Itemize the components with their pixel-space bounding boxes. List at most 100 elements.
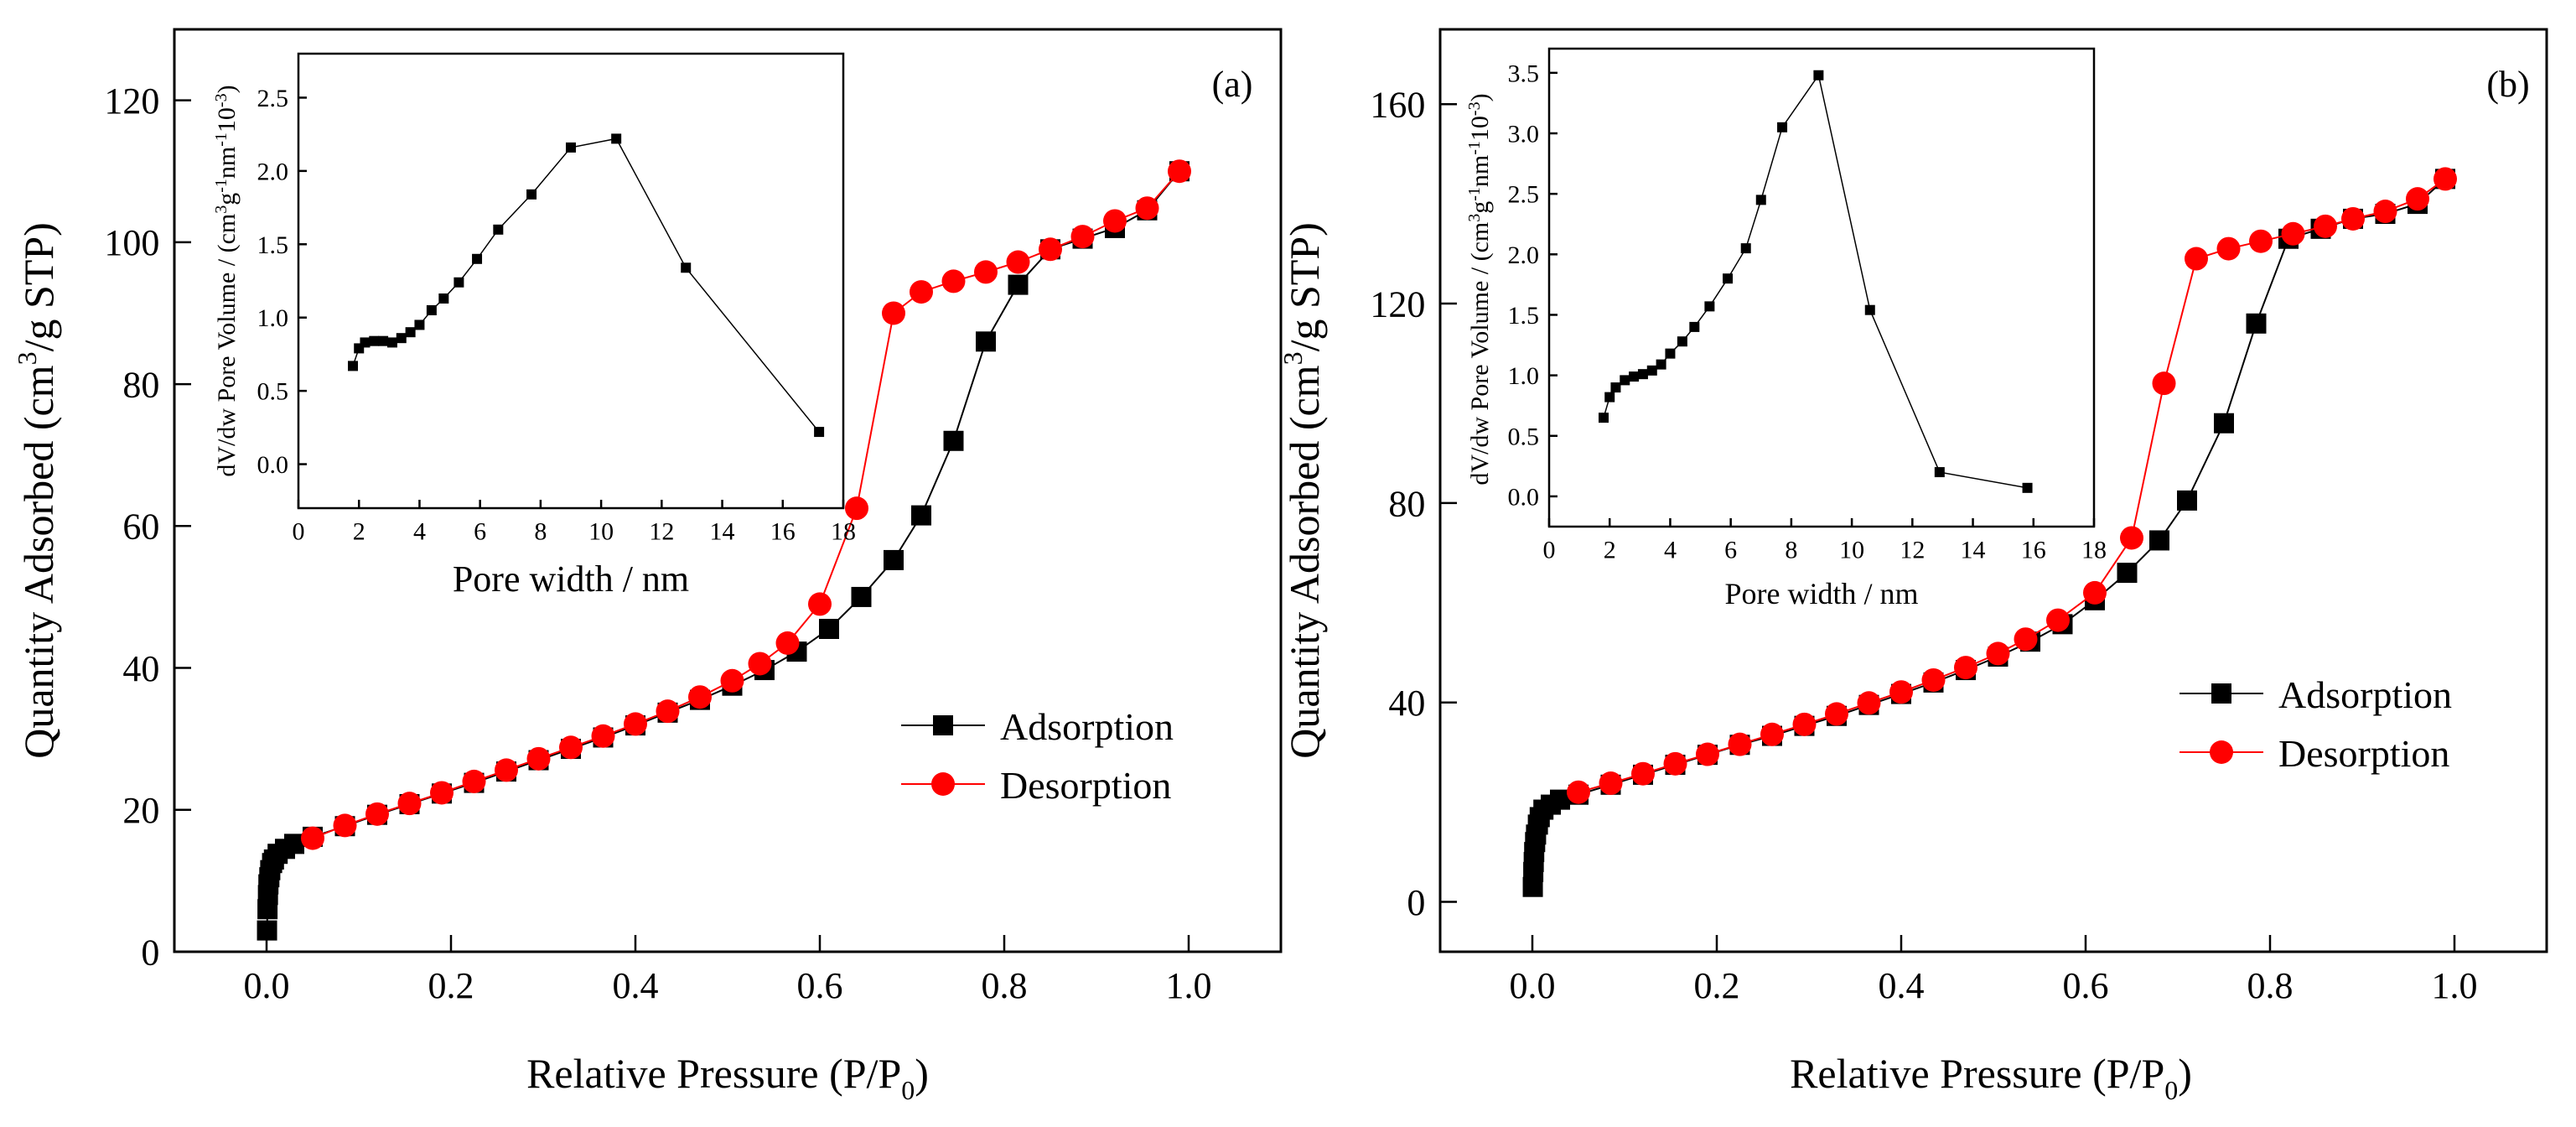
adsorption-point bbox=[2177, 490, 2197, 511]
desorption-point bbox=[1728, 732, 1752, 756]
desorption-point bbox=[775, 631, 800, 655]
main-xtick-label: 1.0 bbox=[1166, 965, 1212, 1006]
panel-b-ylabel: Quantity Adsorbed (cm3/g STP) bbox=[1278, 222, 1328, 759]
pore-distribution-point bbox=[1813, 70, 1824, 80]
legend-desorption-label: Desorption bbox=[2278, 732, 2449, 775]
desorption-point bbox=[2249, 229, 2273, 253]
desorption-point bbox=[526, 746, 551, 771]
inset-b-frame bbox=[1547, 47, 2096, 528]
panel-b-legend: Adsorption Desorption bbox=[2179, 673, 2452, 775]
legend-desorption-marker bbox=[931, 772, 955, 796]
panel-a-frame bbox=[173, 28, 1283, 953]
main-ytick-label: 160 bbox=[1370, 85, 1425, 126]
inset-xtick-label: 16 bbox=[2021, 537, 2046, 564]
inset-xtick-label: 8 bbox=[1785, 537, 1797, 564]
desorption-point bbox=[1599, 771, 1623, 796]
pore-distribution-point bbox=[2022, 482, 2033, 493]
desorption-point bbox=[430, 781, 454, 805]
pore-distribution-point bbox=[1646, 365, 1657, 376]
pore-distribution-point bbox=[396, 333, 407, 344]
desorption-point bbox=[2216, 236, 2241, 261]
inset-a-frame bbox=[297, 52, 845, 510]
desorption-point bbox=[2433, 167, 2457, 191]
inset-xtick-label: 10 bbox=[1839, 537, 1864, 564]
adsorption-point bbox=[2117, 563, 2138, 584]
pore-distribution-point bbox=[1723, 273, 1734, 284]
pore-distribution-point bbox=[1934, 467, 1945, 478]
desorption-point bbox=[1039, 237, 1062, 262]
pore-distribution-point bbox=[1777, 122, 1788, 132]
inset-xtick-label: 6 bbox=[474, 518, 486, 546]
main-ytick-label: 40 bbox=[1388, 683, 1425, 724]
pore-distribution-point bbox=[414, 319, 425, 330]
pore-distribution-point bbox=[1864, 304, 1875, 315]
inset-xtick-label: 16 bbox=[770, 518, 796, 546]
desorption-point bbox=[1857, 691, 1881, 715]
panel-a-inset: 0 2 4 6 8 10 12 14 16 18 0.0 0.5 1.0 1.5 2.0 2.5 Pore w… bbox=[212, 52, 856, 600]
inset-xtick-label: 4 bbox=[1664, 537, 1677, 564]
adsorption-point bbox=[2214, 413, 2234, 434]
adsorption-point bbox=[2246, 313, 2267, 334]
pore-distribution-point bbox=[1665, 348, 1676, 359]
desorption-point bbox=[333, 813, 357, 838]
desorption-point bbox=[1760, 722, 1784, 746]
main-ytick-label: 100 bbox=[104, 222, 159, 263]
adsorption-point bbox=[976, 331, 996, 352]
pore-distribution-point bbox=[814, 427, 825, 438]
main-xtick-label: 0.6 bbox=[2063, 965, 2109, 1006]
panel-b-xlabel: Relative Pressure (P/P0) bbox=[1790, 1050, 2192, 1105]
desorption-point bbox=[1631, 761, 1655, 786]
panel-a-label: (a) bbox=[1212, 64, 1253, 105]
inset-a-ylabel: dV/dw Pore Volume / (cm3g-1nm-110-3) bbox=[212, 85, 241, 476]
pore-distribution-point bbox=[1704, 301, 1715, 312]
desorption-point bbox=[688, 685, 712, 709]
desorption-point bbox=[2083, 580, 2107, 605]
panel-a-ylabel: Quantity Adsorbed (cm3/g STP) bbox=[12, 222, 62, 759]
desorption-point bbox=[1889, 680, 1913, 704]
inset-a-xlabel: Pore width / nm bbox=[453, 558, 689, 600]
inset-b-ylabel: dV/dw Pore Volume / (cm3g-1nm-110-3) bbox=[1465, 93, 1494, 485]
desorption-point bbox=[365, 802, 389, 826]
legend-adsorption-label: Adsorption bbox=[2278, 673, 2452, 716]
desorption-point bbox=[2185, 247, 2208, 271]
main-ytick-label: 120 bbox=[104, 80, 159, 122]
main-ytick-label: 0 bbox=[141, 932, 159, 973]
adsorption-point bbox=[943, 430, 964, 451]
legend-adsorption-marker bbox=[2211, 683, 2231, 704]
pore-distribution-point bbox=[426, 304, 437, 315]
desorption-point bbox=[462, 769, 486, 793]
desorption-point bbox=[1792, 712, 1817, 736]
legend-adsorption-marker bbox=[933, 715, 953, 735]
inset-b-plot bbox=[1599, 70, 2033, 493]
inset-ytick-label: 2.0 bbox=[1508, 242, 1540, 269]
adsorption-point bbox=[1550, 789, 1570, 810]
panel-b-label: (b) bbox=[2486, 64, 2529, 105]
desorption-point bbox=[2281, 221, 2305, 246]
main-xtick-label: 1.0 bbox=[2432, 965, 2478, 1006]
desorption-point bbox=[974, 260, 998, 284]
adsorption-point bbox=[884, 549, 904, 570]
adsorption-point bbox=[257, 920, 277, 941]
inset-ytick-label: 1.0 bbox=[257, 304, 289, 332]
main-ytick-label: 80 bbox=[122, 364, 159, 405]
inset-xtick-label: 12 bbox=[649, 518, 674, 546]
inset-ytick-label: 0.0 bbox=[257, 451, 289, 479]
adsorption-point bbox=[2149, 530, 2169, 551]
pore-distribution-point bbox=[681, 262, 692, 273]
desorption-point bbox=[1135, 196, 1159, 221]
desorption-point bbox=[845, 496, 868, 521]
desorption-point bbox=[941, 269, 966, 293]
desorption-point bbox=[624, 712, 647, 736]
inset-xtick-label: 14 bbox=[710, 518, 735, 546]
legend-desorption-marker bbox=[2210, 740, 2233, 764]
inset-b-xlabel: Pore width / nm bbox=[1725, 577, 1919, 610]
inset-xtick-label: 12 bbox=[1900, 537, 1925, 564]
desorption-point bbox=[2046, 608, 2070, 632]
main-ytick-label: 80 bbox=[1388, 483, 1425, 524]
main-xtick-label: 0.2 bbox=[428, 965, 474, 1006]
